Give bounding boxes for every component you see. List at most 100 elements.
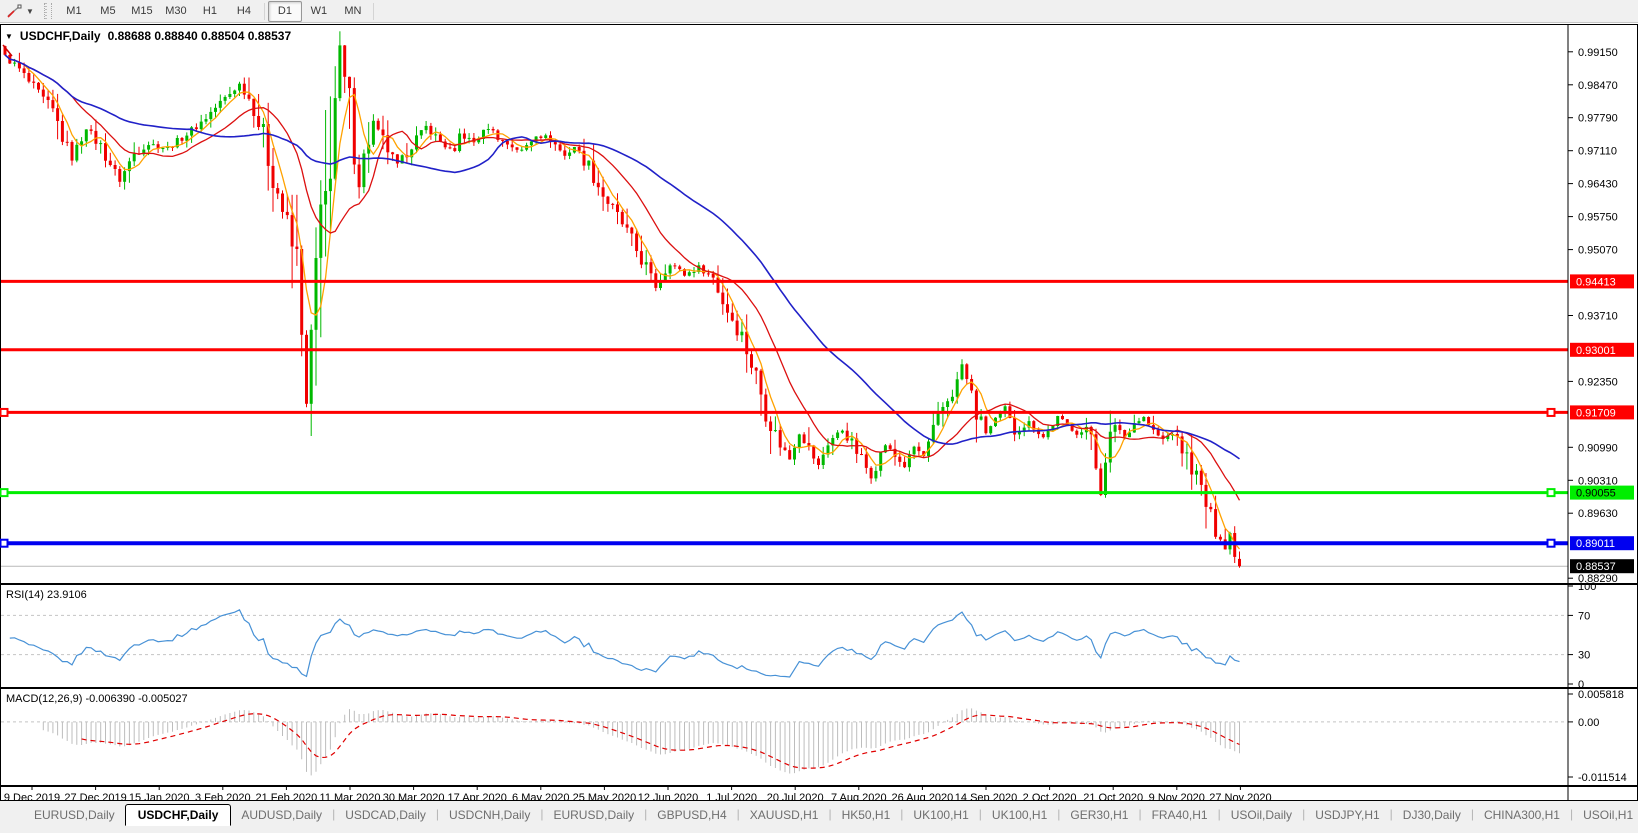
tab-usdcnh-daily-4[interactable]: USDCNH,Daily: [449, 808, 531, 822]
timeframe-button-m15[interactable]: M15: [131, 4, 153, 17]
timeframe-button-m1[interactable]: M1: [66, 4, 82, 17]
panel-separators[interactable]: [0, 583, 1638, 787]
tab-separator: |: [1217, 807, 1221, 821]
svg-text:100: 100: [1578, 581, 1596, 593]
svg-text:11 Mar 2020: 11 Mar 2020: [320, 792, 381, 801]
chart-canvas[interactable]: 0.99150 0.98470 0.97790 0.97110 0.96430 0.957…: [0, 24, 1638, 804]
tab-separator: |: [644, 807, 648, 821]
timeframe-button-d1[interactable]: D1: [267, 0, 302, 22]
svg-text:0.89011: 0.89011: [1576, 538, 1615, 550]
svg-text:0.97110: 0.97110: [1578, 146, 1617, 158]
svg-text:0.93710: 0.93710: [1578, 311, 1618, 323]
svg-text:12 Jun 2020: 12 Jun 2020: [638, 792, 699, 801]
svg-text:14 Sep 2020: 14 Sep 2020: [955, 792, 1017, 801]
macd-signal-line: [81, 713, 1240, 769]
svg-text:30 Mar 2020: 30 Mar 2020: [383, 792, 445, 801]
chevron-down-icon[interactable]: ▼: [26, 6, 34, 16]
timeframe-button-m30[interactable]: M30: [165, 4, 187, 17]
svg-text:0.99150: 0.99150: [1578, 47, 1618, 59]
window-menu-icon[interactable]: ▼: [5, 31, 13, 41]
svg-text:25 May 2020: 25 May 2020: [573, 792, 637, 801]
tab-ger30-h1-11[interactable]: GER30,H1: [1070, 808, 1129, 822]
svg-text:0.94413: 0.94413: [1576, 276, 1616, 288]
moving-average-lines: [4, 54, 1241, 550]
tab-china300-h1-16[interactable]: CHINA300,H1: [1483, 808, 1560, 822]
tab-usoil-daily-13[interactable]: USOil,Daily: [1230, 808, 1293, 822]
tab-eurusd-daily-0[interactable]: EURUSD,Daily: [34, 808, 115, 822]
price-axis[interactable]: 0.99150 0.98470 0.97790 0.97110 0.96430 0.957…: [1567, 25, 1634, 800]
tab-separator: |: [1138, 807, 1142, 821]
svg-text:0.97790: 0.97790: [1578, 113, 1618, 125]
chart-cursor-tool-button[interactable]: ▼: [3, 3, 38, 19]
tab-separator: |: [1057, 807, 1061, 821]
chart-symbol-label: USDCHF,Daily: [19, 29, 101, 43]
tab-dj30-daily-15[interactable]: DJ30,Daily: [1402, 808, 1461, 822]
svg-text:3 Feb 2020: 3 Feb 2020: [195, 792, 251, 801]
tab-gbpusd-h4-6[interactable]: GBPUSD,H4: [657, 808, 727, 822]
svg-text:0.95070: 0.95070: [1578, 245, 1618, 257]
timeframe-button-m5[interactable]: M5: [100, 4, 116, 17]
tab-fra40-h1-12[interactable]: FRA40,H1: [1151, 808, 1208, 822]
svg-text:17 Apr 2020: 17 Apr 2020: [448, 792, 507, 801]
tab-audusd-daily-2[interactable]: AUDUSD,Daily: [241, 808, 323, 822]
toolbar-separator: [263, 2, 265, 20]
chart-ohlc-values: 0.88688 0.88840 0.88504 0.88537: [107, 29, 292, 43]
timeframe-button-h4[interactable]: H4: [236, 4, 251, 17]
svg-text:6 May 2020: 6 May 2020: [512, 792, 569, 801]
svg-text:0.95750: 0.95750: [1578, 212, 1618, 224]
rsi-line: [9, 608, 1240, 678]
tab-uk100-h1-10[interactable]: UK100,H1: [991, 808, 1048, 822]
macd-indicator-label: MACD(12,26,9) -0.006390 -0.005027: [6, 693, 188, 705]
timeframe-button-h1[interactable]: H1: [202, 4, 217, 17]
svg-text:-0.011514: -0.011514: [1578, 772, 1627, 784]
svg-text:21 Feb 2020: 21 Feb 2020: [256, 792, 318, 801]
tab-separator: |: [828, 807, 832, 821]
timeframe-toolbar: ▼ M1 M5 M15 M30 H1 H4 D1 W1 MN: [0, 0, 1638, 23]
rsi-panel: [1, 608, 1568, 678]
svg-text:20 Jul 2020: 20 Jul 2020: [767, 792, 824, 801]
svg-text:9 Nov 2020: 9 Nov 2020: [1149, 792, 1205, 801]
svg-text:0.92350: 0.92350: [1578, 376, 1618, 388]
svg-text:70: 70: [1578, 610, 1590, 622]
svg-text:0.88290: 0.88290: [1578, 573, 1618, 585]
svg-text:0.90055: 0.90055: [1576, 488, 1616, 500]
timeframe-buttons: M1 M5 M15 M30 H1 H4 D1 W1 MN: [57, 0, 377, 22]
tab-separator: |: [736, 807, 740, 821]
tab-separator: |: [1389, 807, 1393, 821]
tab-separator: |: [978, 807, 982, 821]
tab-separator: |: [1302, 807, 1306, 821]
svg-text:15 Jan 2020: 15 Jan 2020: [129, 792, 190, 801]
tab-separator: |: [1470, 807, 1474, 821]
svg-text:2 Oct 2020: 2 Oct 2020: [1023, 792, 1077, 801]
tab-separator: |: [540, 807, 544, 821]
svg-text:0.90310: 0.90310: [1578, 475, 1618, 487]
tab-usdcad-daily-3[interactable]: USDCAD,Daily: [345, 808, 426, 822]
horizontal-level-lines[interactable]: [0, 279, 1569, 548]
svg-text:0.96430: 0.96430: [1578, 179, 1618, 191]
toolbar-grip-handle[interactable]: [43, 3, 52, 19]
svg-text:27 Nov 2020: 27 Nov 2020: [1209, 792, 1271, 801]
tab-hk50-h1-8[interactable]: HK50,H1: [841, 808, 891, 822]
tab-separator: |: [900, 807, 904, 821]
tab-separator: |: [435, 807, 439, 821]
svg-text:0.93001: 0.93001: [1576, 345, 1616, 357]
macd-panel: [1, 708, 1567, 776]
svg-text:0.00: 0.00: [1578, 717, 1599, 729]
tab-usoil-h1-17[interactable]: USOil,H1: [1583, 808, 1634, 822]
svg-text:27 Dec 2019: 27 Dec 2019: [64, 792, 126, 801]
tab-usdjpy-h1-14[interactable]: USDJPY,H1: [1315, 808, 1380, 822]
tab-uk100-h1-9[interactable]: UK100,H1: [913, 808, 969, 822]
tab-usdchf-daily-1[interactable]: USDCHF,Daily: [124, 804, 232, 826]
svg-text:21 Oct 2020: 21 Oct 2020: [1083, 792, 1143, 801]
tab-xauusd-h1-7[interactable]: XAUUSD,H1: [749, 808, 819, 822]
svg-text:30: 30: [1578, 650, 1590, 662]
symbol-tab-bar: EURUSD,Daily USDCHF,Daily AUDUSD,Daily | USD…: [0, 801, 1638, 833]
svg-text:0.98470: 0.98470: [1578, 80, 1618, 92]
candlesticks: [3, 31, 1241, 568]
drawing-object-mark: [2, 44, 13, 57]
svg-text:0.88537: 0.88537: [1576, 561, 1616, 573]
tab-eurusd-daily-5[interactable]: EURUSD,Daily: [553, 808, 635, 822]
timeframe-button-w1[interactable]: W1: [310, 4, 328, 17]
timeframe-button-mn[interactable]: MN: [344, 4, 362, 17]
